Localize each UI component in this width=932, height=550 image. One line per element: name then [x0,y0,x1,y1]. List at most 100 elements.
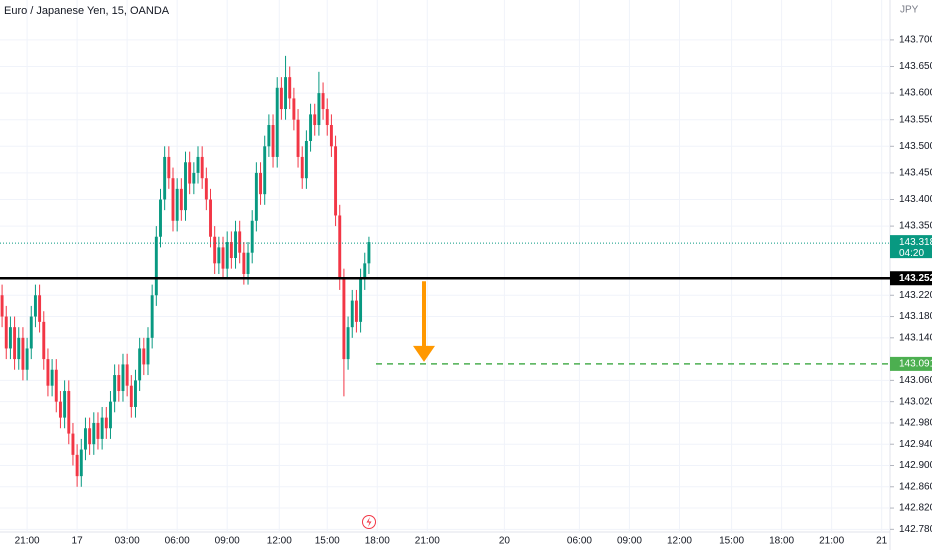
target-label: 143.091 [899,359,932,370]
candle-body [117,375,121,392]
candle-body [288,77,292,99]
x-tick-label: 17 [72,536,84,547]
x-tick-label: 21:00 [15,536,40,547]
last-price-box [890,235,932,259]
candle-body [300,156,304,179]
candle-body [317,93,321,126]
candle-body [292,98,296,120]
y-tick-label: 143.180 [899,311,932,322]
candle-body [188,162,192,184]
y-tick-label: 143.140 [899,332,932,343]
candle-body [309,114,313,141]
y-tick-label: 143.400 [899,194,932,205]
candle-body [213,236,217,264]
candle-body [88,428,92,445]
candle-body [167,156,171,179]
candle-body [338,215,342,280]
candle-body [13,327,17,360]
candle-body [4,316,8,349]
candle-body [38,295,42,322]
candle-body [196,156,200,173]
candle-body [246,252,250,274]
candle-body [200,156,204,179]
candle-body [96,422,100,439]
candle-body [359,279,363,322]
candle-body [242,252,246,274]
x-tick-label: 21 [876,536,888,547]
y-tick-label: 142.860 [899,481,932,492]
candle-body [346,327,350,360]
candle-body [175,188,179,221]
y-tick-label: 143.060 [899,375,932,386]
candle-body [321,93,325,110]
candle-body [179,188,183,211]
x-tick-label: 03:00 [115,536,140,547]
y-tick-label: 142.820 [899,503,932,514]
candle-body [75,454,79,477]
candle-body [304,140,308,179]
y-tick-label: 143.500 [899,141,932,152]
candle-body [17,337,21,360]
candle-body [313,114,317,126]
candle-body [134,380,137,407]
candle-body [275,87,279,157]
candle-body [33,295,37,317]
candle-body [46,359,50,386]
candle-body [238,231,242,253]
candle-body [267,125,271,147]
candle-body [159,199,162,237]
x-tick-label: 21:00 [819,536,844,547]
candle-body [259,172,262,195]
candle-body [54,369,58,402]
candle-body [271,125,275,157]
x-tick-label: 20 [499,536,511,547]
candle-body [204,178,208,200]
candle-body [0,295,4,317]
currency: JPY [900,5,919,16]
candle-body [63,391,67,418]
x-tick-label: 18:00 [365,536,390,547]
x-tick-label: 15:00 [315,536,340,547]
y-tick-label: 143.650 [899,61,932,72]
candle-body [229,242,233,259]
x-tick-label: 09:00 [617,536,642,547]
candle-body [121,364,125,392]
candle-body [221,247,225,269]
candle-body [250,220,254,253]
candle-body [142,348,146,365]
last-price-label: 143.318 [899,237,932,248]
y-tick-label: 143.550 [899,114,932,125]
x-tick-label: 12:00 [267,536,292,547]
y-tick-label: 142.900 [899,460,932,471]
candle-body [150,295,154,338]
candle-body [217,247,221,264]
candle-body [350,300,354,328]
x-tick-label: 21:00 [415,536,440,547]
candle-body [104,417,108,429]
x-tick-label: 06:00 [567,536,592,547]
candle-body [325,109,329,126]
candle-body [21,337,25,370]
y-tick-label: 143.600 [899,88,932,99]
y-tick-label: 143.450 [899,168,932,179]
candle-body [58,401,62,418]
chart-title: Euro / Japanese Yen, 15, OANDA [4,5,170,17]
y-tick-label: 142.780 [899,524,932,535]
candle-body [79,449,83,477]
candle-body [25,348,29,370]
candle-body [125,364,129,386]
candle-body [284,77,288,110]
resistance-label: 143.252 [899,273,932,284]
down-arrow [413,281,435,362]
candle-body [83,428,87,450]
candle-body [171,178,175,221]
candle-body [109,401,112,429]
candle-body [163,156,167,200]
candle-body [225,242,229,269]
alert-icon [362,515,376,529]
candle-body [254,172,258,221]
candle-body [296,119,300,157]
candle-body [8,327,12,349]
